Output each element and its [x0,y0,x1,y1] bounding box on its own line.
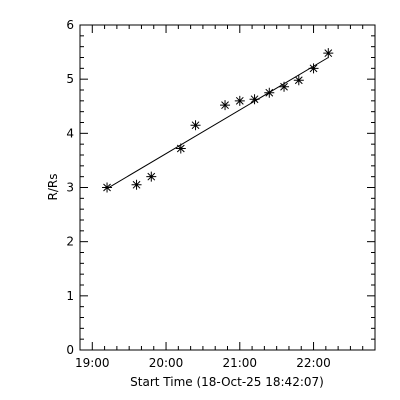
data-point [249,94,260,105]
data-point [175,143,186,154]
x-tick-label: 21:00 [222,356,257,370]
x-axis: 19:00 20:00 21:00 22:00 [75,25,364,370]
data-point [220,100,231,111]
data-point [264,87,275,98]
x-tick-label: 19:00 [75,356,110,370]
x-axis-label: Start Time (18-Oct-25 18:42:07) [130,375,324,389]
y-axis-label: R/Rs [46,174,60,201]
data-point [102,182,113,193]
x-tick-label: 20:00 [149,356,184,370]
data-point [234,95,245,106]
data-points [102,48,334,193]
y-tick-label: 6 [66,18,74,32]
y-tick-label: 1 [66,289,74,303]
data-point [146,171,157,182]
x-tick-label: 22:00 [296,356,331,370]
y-tick-label: 4 [66,126,74,140]
y-tick-label: 3 [66,181,74,195]
fit-line [106,57,329,190]
plot-frame [79,24,376,351]
data-point [323,48,334,59]
y-tick-label: 0 [66,343,74,357]
data-point [190,120,201,131]
data-point [308,63,319,74]
y-tick-label: 5 [66,72,74,86]
y-axis: 0 1 2 3 4 5 6 [66,18,375,357]
data-point [279,81,290,92]
y-tick-label: 2 [66,235,74,249]
data-point [293,75,304,86]
data-point [131,179,142,190]
